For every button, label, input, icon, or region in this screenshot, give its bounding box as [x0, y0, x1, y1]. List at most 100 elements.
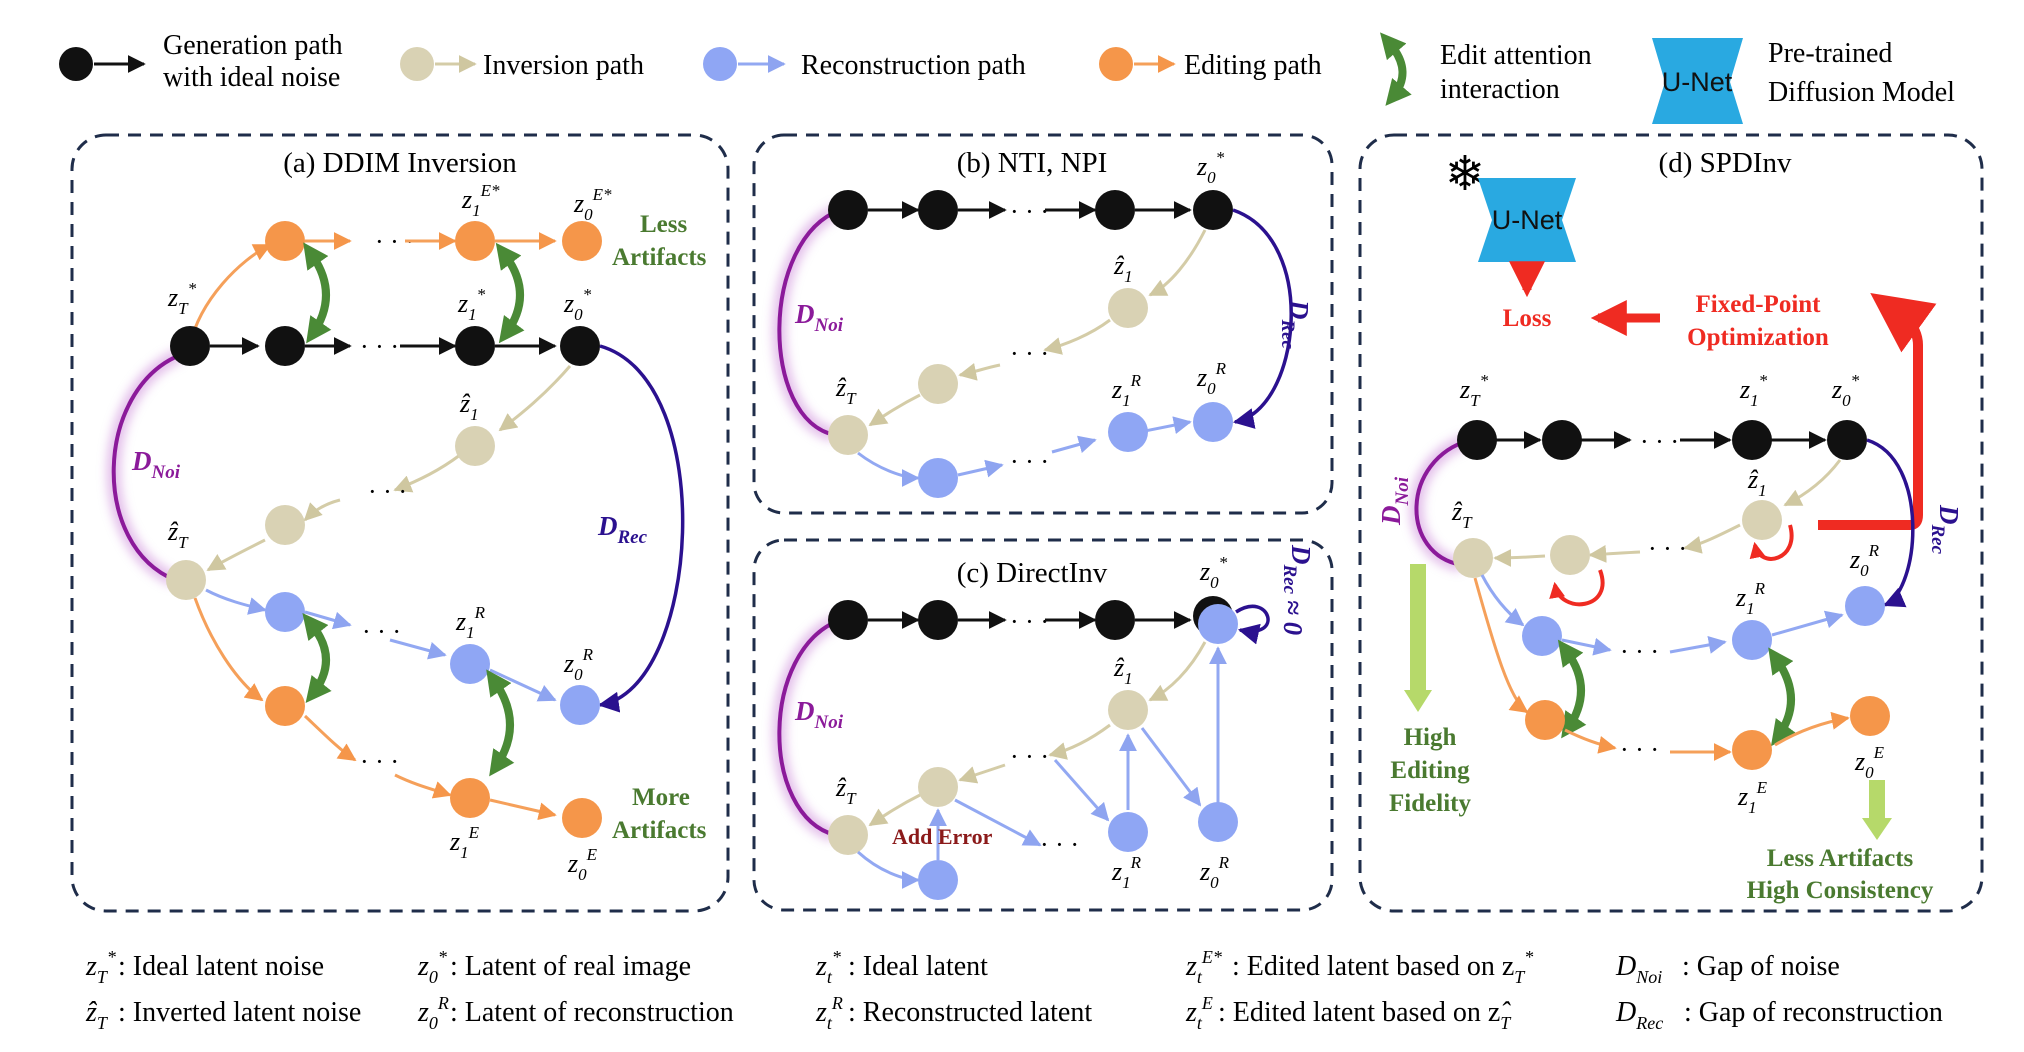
footer-item: DRec : Gap of reconstruction	[1615, 997, 1943, 1033]
ellipsis: · · ·	[1010, 447, 1049, 476]
z0-star-label: z0*	[1831, 371, 1860, 410]
footer-text: : Edited latent based on zT*	[1232, 947, 1533, 987]
z1-hat-label: ẑ1	[459, 389, 479, 424]
footer-item: z0* : Latent of real image	[417, 947, 691, 987]
less-artifacts-a-line1: Less	[640, 211, 688, 238]
d-noi-label-b: DNoi	[794, 299, 844, 336]
high-editing-line2: Editing	[1390, 757, 1470, 784]
inverted-node	[918, 767, 958, 807]
z1-hat-label: ẑ1	[1113, 653, 1133, 688]
inverted-node	[918, 364, 958, 404]
ellipsis: · · ·	[1620, 637, 1659, 666]
attention-interaction	[1557, 639, 1587, 739]
inverted-node	[1453, 538, 1493, 578]
inverted-node	[1108, 690, 1148, 730]
legend-reconstruction: Reconstruction path	[703, 47, 1026, 81]
panel-a-border	[70, 133, 730, 913]
legend-pretrained-line1: Pre-trained	[1768, 38, 1892, 69]
edited-node	[265, 221, 305, 261]
footer-item: zt* : Ideal latent	[815, 947, 988, 987]
panel-c-title: (c) DirectInv	[957, 557, 1108, 589]
panel-d-border	[1358, 133, 1984, 913]
black-node-icon	[59, 47, 93, 81]
footer-text: : Gap of noise	[1682, 951, 1840, 982]
z0-star-label: z0*	[563, 285, 592, 324]
edited-node	[1732, 730, 1772, 770]
d-rec-label-c: DRec≈ 0	[1278, 544, 1316, 636]
ideal-latent-node	[1095, 190, 1135, 230]
ideal-latent-node	[455, 326, 495, 366]
edited-node	[1850, 696, 1890, 736]
rec-gap-arc	[1866, 438, 1915, 608]
orange-node-icon	[1099, 47, 1133, 81]
fixed-point-loop	[1749, 524, 1794, 561]
z1-r-label: z1R	[1111, 853, 1142, 892]
down-arrow-icon	[1862, 818, 1892, 840]
zT-hat-label: ẑT	[835, 373, 857, 408]
footer-item: ẑT : Inverted latent noise	[85, 997, 361, 1033]
more-artifacts-line1: More	[632, 784, 690, 811]
z0-star-label: z0*	[1196, 148, 1225, 187]
z0-r-label: z0R	[1199, 853, 1230, 892]
footer-item: DNoi : Gap of noise	[1615, 951, 1840, 987]
edited-node	[562, 798, 602, 838]
footer-text: : Ideal latent noise	[118, 951, 324, 982]
legend-inversion: Inversion path	[400, 47, 644, 81]
edited-node	[450, 778, 490, 818]
reconstructed-node	[918, 458, 958, 498]
footer-text: : Edited latent based on ẑT	[1218, 997, 1512, 1033]
legend-attention-label-line2: interaction	[1440, 74, 1560, 105]
footer-item: zT* : Ideal latent noise	[85, 947, 324, 987]
footer-symbol: ztE	[1185, 993, 1213, 1033]
inverted-node	[455, 426, 495, 466]
z0-r-label: z0R	[563, 645, 594, 684]
more-artifacts-line2: Artifacts	[612, 817, 707, 844]
footer-symbol: ztE*	[1185, 947, 1222, 987]
footer-symbol: z0*	[417, 947, 447, 987]
unet-icon	[1652, 38, 1743, 124]
legend-unet-label: U-Net	[1662, 67, 1733, 97]
footer-item: z0R : Latent of reconstruction	[417, 993, 734, 1033]
d-rec-label-d: DRec	[1927, 504, 1964, 555]
z1-r-label: z1R	[1735, 579, 1766, 618]
footer-symbol: ztR	[815, 993, 843, 1033]
z1-e-label: z1E	[449, 823, 480, 862]
footer-text: : Ideal latent	[848, 951, 988, 982]
inverted-node	[265, 505, 305, 545]
d-rec-label-b: DRec	[1277, 299, 1314, 350]
symbol-legend: zT* : Ideal latent noise ẑT : Inverted l…	[85, 947, 1943, 1033]
legend-editing-label: Editing path	[1184, 50, 1322, 81]
inverted-node	[828, 415, 868, 455]
ideal-latent-node	[1827, 420, 1867, 460]
ellipsis: · · ·	[360, 332, 399, 361]
less-artifacts-a-line2: Artifacts	[612, 244, 707, 271]
reconstructed-node	[450, 644, 490, 684]
reconstructed-node	[1193, 402, 1233, 442]
z0-r-label: z0R	[1196, 359, 1227, 398]
ideal-latent-node	[1732, 420, 1772, 460]
reconstructed-node	[1845, 586, 1885, 626]
ellipsis: · · ·	[1040, 830, 1079, 859]
ideal-latent-node	[170, 326, 210, 366]
noise-gap-arc	[777, 208, 841, 437]
footer-text: : Gap of reconstruction	[1684, 997, 1943, 1028]
legend: Generation path with ideal noise Inversi…	[59, 30, 1955, 124]
ideal-latent-node	[1193, 190, 1233, 230]
ellipsis: · · ·	[1010, 197, 1049, 226]
legend-attention-label-line1: Edit attention	[1440, 40, 1592, 71]
panel-ddim-inversion: (a) DDIM Inversion DNoi · · · z1E* z0E* …	[70, 133, 730, 913]
inverted-node	[1550, 535, 1590, 575]
edited-node	[265, 686, 305, 726]
d-noi-label-d: DNoi	[1376, 476, 1413, 526]
legend-reconstruction-label: Reconstruction path	[801, 50, 1026, 81]
legend-pretrained-line2: Diffusion Model	[1768, 77, 1955, 108]
reconstructed-node	[1198, 604, 1238, 644]
z0-star-label: z0*	[1199, 553, 1228, 592]
ellipsis: · · ·	[1010, 607, 1049, 636]
zT-hat-label: ẑT	[1451, 497, 1473, 532]
footer-text: : Reconstructed latent	[848, 997, 1092, 1028]
footer-symbol: DRec	[1615, 997, 1663, 1033]
ellipsis: · · ·	[360, 747, 399, 776]
legend-generation: Generation path with ideal noise	[59, 30, 343, 93]
inverted-node	[1108, 288, 1148, 328]
